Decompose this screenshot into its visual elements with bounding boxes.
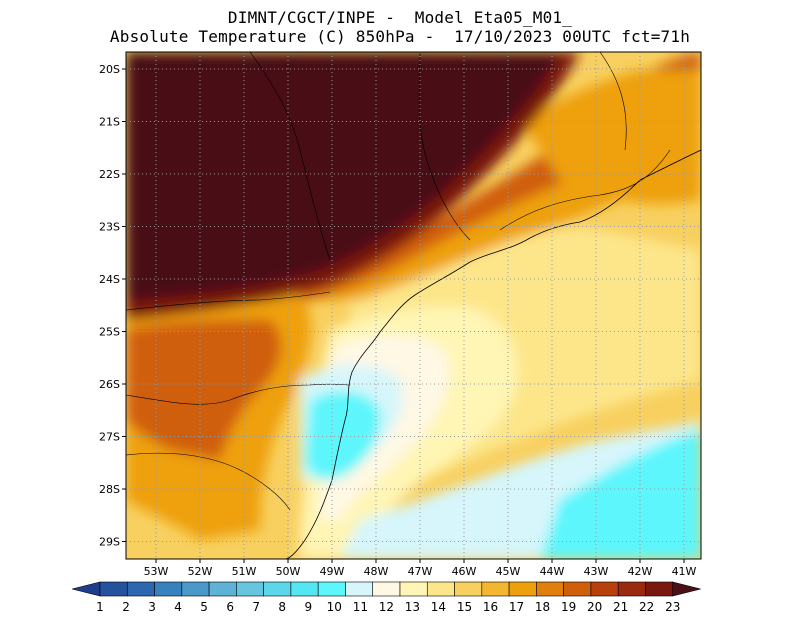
field-19-west <box>126 320 281 460</box>
lon-label: 42W <box>628 565 653 578</box>
colorbar-segment <box>263 581 292 597</box>
colorbar-label: 15 <box>457 600 472 614</box>
colorbar-label: 12 <box>379 600 394 614</box>
latitude-labels: 20S 21S 22S 23S 24S 25S 26S 27S 28S 29S <box>99 63 126 549</box>
colorbar-segment <box>536 581 564 597</box>
colorbar-segment <box>126 581 155 597</box>
colorbar-label: 16 <box>483 600 498 614</box>
map-frame <box>125 51 702 560</box>
colorbar-segment <box>645 581 674 597</box>
colorbar-label: 18 <box>535 600 550 614</box>
coastline <box>284 149 701 559</box>
field-9-southeast <box>540 430 701 559</box>
colorbar-segment <box>399 581 428 597</box>
colorbar-segment <box>99 581 128 597</box>
colorbar-segment <box>372 581 401 597</box>
lon-label: 49W <box>320 565 345 578</box>
lon-label: 46W <box>452 565 477 578</box>
colorbar-label: 13 <box>405 600 420 614</box>
state-borders <box>126 52 671 511</box>
lon-label: 43W <box>584 565 609 578</box>
colorbar-label: 21 <box>613 600 628 614</box>
colorbar-label: 8 <box>278 600 286 614</box>
colorbar-segment <box>317 581 346 597</box>
colorbar-segment <box>481 581 510 597</box>
colorbar-arrow-high <box>672 581 701 597</box>
lat-label: 28S <box>99 483 120 496</box>
colorbar-segment <box>154 581 183 597</box>
colorbar-segment <box>290 581 319 597</box>
plot-title-line1: DIMNT/CGCT/INPE - Model Eta05_M01_ <box>227 8 573 27</box>
lon-label: 53W <box>144 565 169 578</box>
lat-label: 20S <box>99 63 120 76</box>
colorbar-label: 5 <box>200 600 208 614</box>
lon-label: 45W <box>496 565 521 578</box>
lat-label: 23S <box>99 221 120 234</box>
colorbar-segment <box>208 581 237 597</box>
colorbar-label: 6 <box>226 600 234 614</box>
colorbar-label: 1 <box>96 600 104 614</box>
colorbar-label: 22 <box>639 600 654 614</box>
colorbar-label: 19 <box>561 600 576 614</box>
field-23-interior <box>126 52 560 300</box>
colorbar-label: 17 <box>509 600 524 614</box>
colorbar-label: 11 <box>353 600 368 614</box>
colorbar-label: 23 <box>665 600 680 614</box>
colorbar-label: 7 <box>252 600 260 614</box>
colorbar-label: 2 <box>122 600 130 614</box>
colorbar-segment <box>590 581 619 597</box>
lat-label: 26S <box>99 378 120 391</box>
colorbar-segment <box>508 581 537 597</box>
colorbar-segment <box>181 581 210 597</box>
temperature-field <box>126 52 701 559</box>
colorbar-label: 3 <box>148 600 156 614</box>
field-9-patch <box>305 391 381 480</box>
longitude-labels: 53W 52W 51W 50W 49W 48W 47W 46W 45W 44W 43W 42W 41W <box>144 559 697 578</box>
lat-label: 22S <box>99 168 120 181</box>
colorbar-label: 10 <box>327 600 342 614</box>
lat-label: 21S <box>99 116 120 129</box>
colorbar-segment <box>563 581 592 597</box>
colorbar-label: 4 <box>174 600 182 614</box>
lon-label: 52W <box>188 565 213 578</box>
lon-label: 50W <box>276 565 301 578</box>
colorbar-label: 9 <box>304 600 312 614</box>
colorbar: 1 2 3 4 5 6 7 8 9 10 11 12 13 14 15 16 17 18 19 20 21 22 23 <box>71 581 701 614</box>
plot-title-line2: Absolute Temperature (C) 850hPa - 17/10/… <box>109 27 691 46</box>
colorbar-label: 20 <box>587 600 602 614</box>
colorbar-segment <box>617 581 646 597</box>
lat-label: 24S <box>99 273 120 286</box>
lat-label: 27S <box>99 431 120 444</box>
colorbar-segment <box>454 581 483 597</box>
graticule <box>126 52 701 559</box>
lat-label: 29S <box>99 536 120 549</box>
colorbar-segment <box>426 581 455 597</box>
field-17-northeast <box>520 70 701 204</box>
lon-label: 47W <box>408 565 433 578</box>
colorbar-segment <box>236 581 264 597</box>
lat-label: 25S <box>99 326 120 339</box>
colorbar-segment <box>345 581 374 597</box>
lon-label: 51W <box>232 565 257 578</box>
colorbar-label: 14 <box>431 600 446 614</box>
lon-label: 48W <box>364 565 389 578</box>
lon-label: 41W <box>672 565 697 578</box>
lon-label: 44W <box>540 565 565 578</box>
colorbar-arrow-low <box>71 581 101 597</box>
